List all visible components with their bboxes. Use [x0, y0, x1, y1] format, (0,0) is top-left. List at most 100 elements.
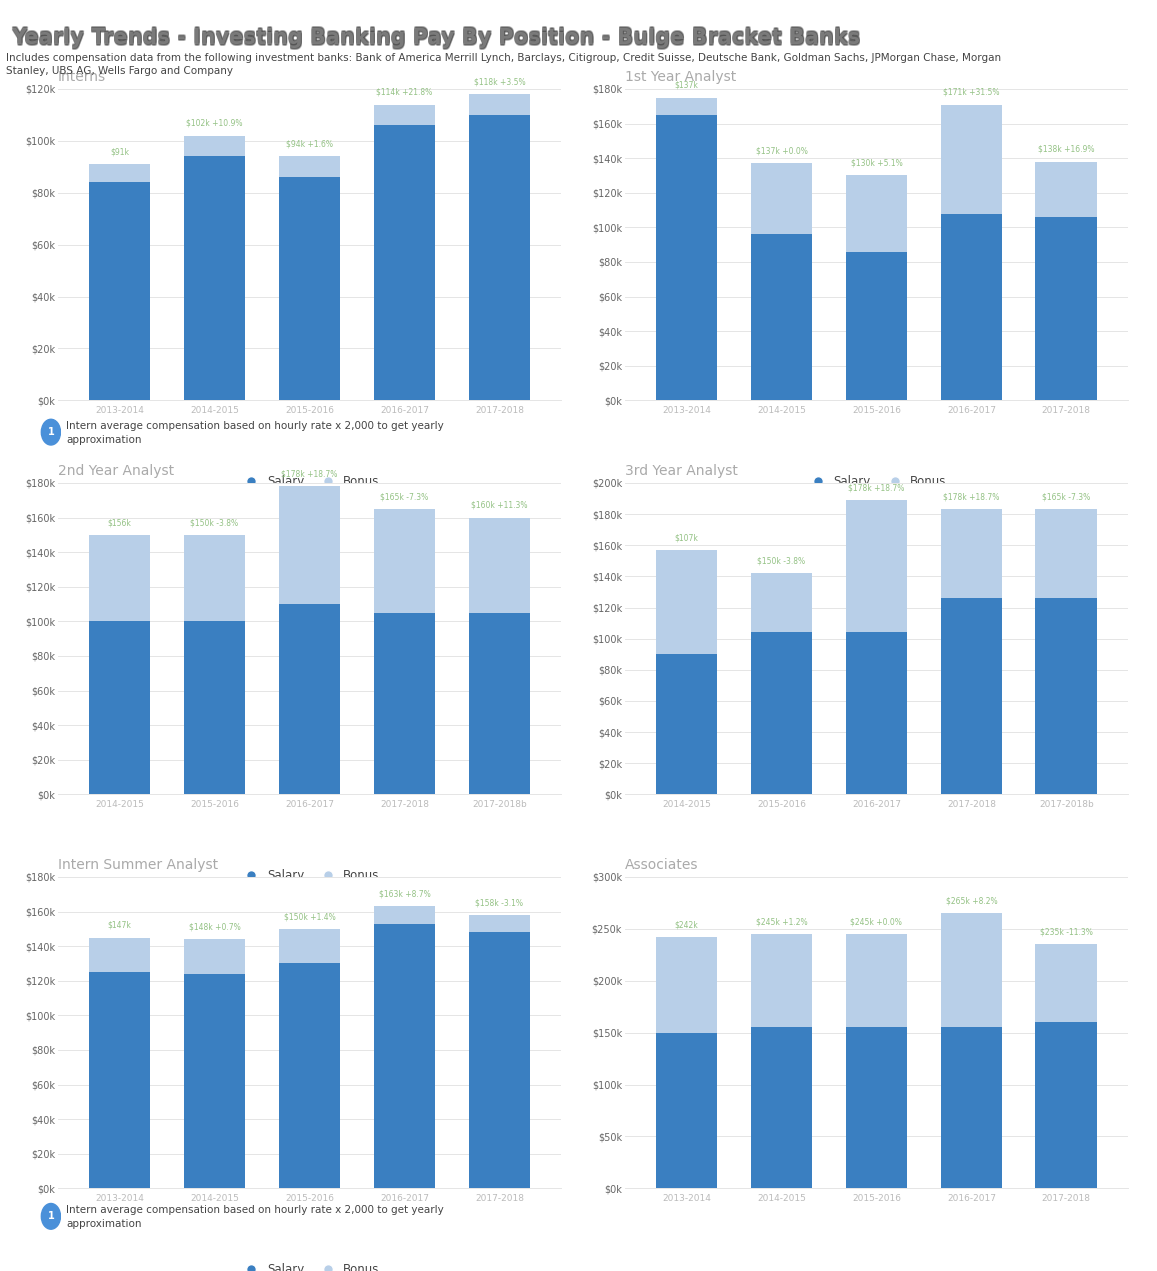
Text: Yearly Trends - Investing Banking Pay By Position - Bulge Bracket Banks: Yearly Trends - Investing Banking Pay By…	[12, 29, 861, 50]
Bar	[374, 613, 435, 794]
Bar	[374, 906, 435, 924]
Text: Yearly Trends - Investing Banking Pay By Position - Bulge Bracket Banks: Yearly Trends - Investing Banking Pay By…	[12, 28, 861, 48]
Legend: Salary, Bonus: Salary, Bonus	[239, 1263, 379, 1271]
Bar	[184, 156, 245, 400]
Bar	[656, 98, 717, 114]
Text: Interns: Interns	[58, 70, 106, 84]
Text: $171k +31.5%: $171k +31.5%	[943, 88, 1000, 97]
Text: Yearly Trends - Investing Banking Pay By Position - Bulge Bracket Banks: Yearly Trends - Investing Banking Pay By…	[12, 27, 860, 46]
Text: Yearly Trends - Investing Banking Pay By Position - Bulge Bracket Banks: Yearly Trends - Investing Banking Pay By…	[12, 28, 861, 48]
Text: 1st Year Analyst: 1st Year Analyst	[625, 70, 736, 84]
Text: Yearly Trends - Investing Banking Pay By Position - Bulge Bracket Banks: Yearly Trends - Investing Banking Pay By…	[12, 27, 861, 47]
Text: Yearly Trends - Investing Banking Pay By Position - Bulge Bracket Banks: Yearly Trends - Investing Banking Pay By…	[12, 28, 860, 48]
Text: $150k +1.4%: $150k +1.4%	[283, 913, 336, 921]
Text: Yearly Trends - Investing Banking Pay By Position - Bulge Bracket Banks: Yearly Trends - Investing Banking Pay By…	[12, 28, 861, 48]
Bar	[184, 974, 245, 1188]
Text: $160k +11.3%: $160k +11.3%	[471, 501, 528, 510]
Text: Yearly Trends - Investing Banking Pay By Position - Bulge Bracket Banks: Yearly Trends - Investing Banking Pay By…	[12, 27, 861, 47]
Text: Yearly Trends - Investing Banking Pay By Position - Bulge Bracket Banks: Yearly Trends - Investing Banking Pay By…	[12, 31, 861, 50]
Text: $118k +3.5%: $118k +3.5%	[473, 78, 525, 86]
Text: $265k +8.2%: $265k +8.2%	[945, 896, 997, 905]
Text: Yearly Trends - Investing Banking Pay By Position - Bulge Bracket Banks: Yearly Trends - Investing Banking Pay By…	[12, 27, 861, 46]
Text: Yearly Trends - Investing Banking Pay By Position - Bulge Bracket Banks: Yearly Trends - Investing Banking Pay By…	[12, 28, 860, 48]
Bar	[469, 517, 530, 613]
Text: Yearly Trends - Investing Banking Pay By Position - Bulge Bracket Banks: Yearly Trends - Investing Banking Pay By…	[12, 27, 860, 47]
Legend: Salary, Bonus: Salary, Bonus	[806, 475, 946, 488]
Bar	[279, 156, 340, 177]
Bar	[941, 914, 1002, 1027]
Text: Yearly Trends - Investing Banking Pay By Position - Bulge Bracket Banks: Yearly Trends - Investing Banking Pay By…	[12, 28, 861, 47]
Bar	[469, 114, 530, 400]
Bar	[846, 252, 907, 400]
Text: $94k +1.6%: $94k +1.6%	[286, 140, 333, 149]
Bar	[941, 104, 1002, 214]
Text: $178k +18.7%: $178k +18.7%	[848, 483, 905, 492]
Bar	[941, 599, 1002, 794]
Text: $137k: $137k	[675, 81, 699, 90]
Text: $107k: $107k	[675, 533, 699, 543]
Bar	[751, 164, 812, 234]
Text: Includes compensation data from the following investment banks: Bank of America : Includes compensation data from the foll…	[6, 53, 1001, 64]
Text: approximation: approximation	[66, 1219, 141, 1229]
Text: $91k: $91k	[110, 147, 130, 156]
Text: Yearly Trends - Investing Banking Pay By Position - Bulge Bracket Banks: Yearly Trends - Investing Banking Pay By…	[12, 29, 861, 50]
Text: Yearly Trends - Investing Banking Pay By Position - Bulge Bracket Banks: Yearly Trends - Investing Banking Pay By…	[12, 27, 861, 46]
Text: $245k +1.2%: $245k +1.2%	[756, 918, 808, 927]
Text: Yearly Trends - Investing Banking Pay By Position - Bulge Bracket Banks: Yearly Trends - Investing Banking Pay By…	[12, 29, 861, 50]
Bar	[374, 126, 435, 400]
Text: Yearly Trends - Investing Banking Pay By Position - Bulge Bracket Banks: Yearly Trends - Investing Banking Pay By…	[12, 28, 861, 47]
Text: $245k +0.0%: $245k +0.0%	[850, 918, 902, 927]
Circle shape	[42, 419, 60, 445]
Text: $148k +0.7%: $148k +0.7%	[189, 923, 241, 932]
Text: $242k: $242k	[675, 920, 699, 929]
Text: Yearly Trends - Investing Banking Pay By Position - Bulge Bracket Banks: Yearly Trends - Investing Banking Pay By…	[12, 28, 860, 47]
Bar	[469, 94, 530, 114]
Bar	[184, 622, 245, 794]
Text: Yearly Trends - Investing Banking Pay By Position - Bulge Bracket Banks: Yearly Trends - Investing Banking Pay By…	[12, 27, 861, 46]
Text: Yearly Trends - Investing Banking Pay By Position - Bulge Bracket Banks: Yearly Trends - Investing Banking Pay By…	[12, 28, 861, 48]
Bar	[89, 164, 150, 183]
Bar	[656, 114, 717, 400]
Text: Yearly Trends - Investing Banking Pay By Position - Bulge Bracket Banks: Yearly Trends - Investing Banking Pay By…	[12, 28, 861, 48]
Text: $114k +21.8%: $114k +21.8%	[376, 88, 433, 97]
Text: Yearly Trends - Investing Banking Pay By Position - Bulge Bracket Banks: Yearly Trends - Investing Banking Pay By…	[12, 31, 860, 50]
Text: Yearly Trends - Investing Banking Pay By Position - Bulge Bracket Banks: Yearly Trends - Investing Banking Pay By…	[12, 27, 861, 46]
Text: Yearly Trends - Investing Banking Pay By Position - Bulge Bracket Banks: Yearly Trends - Investing Banking Pay By…	[12, 29, 861, 50]
Text: $156k: $156k	[108, 519, 132, 527]
Bar	[656, 655, 717, 794]
Text: Yearly Trends - Investing Banking Pay By Position - Bulge Bracket Banks: Yearly Trends - Investing Banking Pay By…	[12, 28, 861, 48]
Bar	[1036, 510, 1097, 599]
Bar	[374, 924, 435, 1188]
Bar	[469, 915, 530, 933]
Text: $165k -7.3%: $165k -7.3%	[1042, 493, 1091, 502]
Text: $130k +5.1%: $130k +5.1%	[850, 159, 902, 168]
Bar	[1036, 599, 1097, 794]
Text: Yearly Trends - Investing Banking Pay By Position - Bulge Bracket Banks: Yearly Trends - Investing Banking Pay By…	[12, 27, 861, 46]
Text: $178k +18.7%: $178k +18.7%	[281, 470, 338, 479]
Bar	[469, 933, 530, 1188]
Circle shape	[42, 1204, 60, 1229]
Text: Yearly Trends - Investing Banking Pay By Position - Bulge Bracket Banks: Yearly Trends - Investing Banking Pay By…	[12, 31, 861, 50]
Text: Yearly Trends - Investing Banking Pay By Position - Bulge Bracket Banks: Yearly Trends - Investing Banking Pay By…	[12, 27, 861, 47]
Bar	[941, 214, 1002, 400]
Bar	[469, 613, 530, 794]
Bar	[656, 550, 717, 655]
Bar	[374, 104, 435, 126]
Legend: Salary, Bonus: Salary, Bonus	[239, 869, 379, 882]
Text: $158k -3.1%: $158k -3.1%	[476, 899, 523, 907]
Text: approximation: approximation	[66, 435, 141, 445]
Text: Yearly Trends - Investing Banking Pay By Position - Bulge Bracket Banks: Yearly Trends - Investing Banking Pay By…	[12, 29, 860, 50]
Text: Yearly Trends - Investing Banking Pay By Position - Bulge Bracket Banks: Yearly Trends - Investing Banking Pay By…	[12, 28, 860, 47]
Text: Stanley, UBS AG, Wells Fargo and Company: Stanley, UBS AG, Wells Fargo and Company	[6, 66, 233, 76]
Bar	[751, 633, 812, 794]
Text: 1: 1	[47, 1211, 54, 1221]
Bar	[1036, 1022, 1097, 1188]
Bar	[89, 938, 150, 972]
Text: 2nd Year Analyst: 2nd Year Analyst	[58, 464, 174, 478]
Text: Yearly Trends - Investing Banking Pay By Position - Bulge Bracket Banks: Yearly Trends - Investing Banking Pay By…	[12, 29, 860, 50]
Bar	[1036, 217, 1097, 400]
Text: Intern Summer Analyst: Intern Summer Analyst	[58, 858, 218, 872]
Text: Yearly Trends - Investing Banking Pay By Position - Bulge Bracket Banks: Yearly Trends - Investing Banking Pay By…	[12, 31, 861, 50]
Text: Yearly Trends - Investing Banking Pay By Position - Bulge Bracket Banks: Yearly Trends - Investing Banking Pay By…	[12, 28, 860, 48]
Bar	[751, 1027, 812, 1188]
